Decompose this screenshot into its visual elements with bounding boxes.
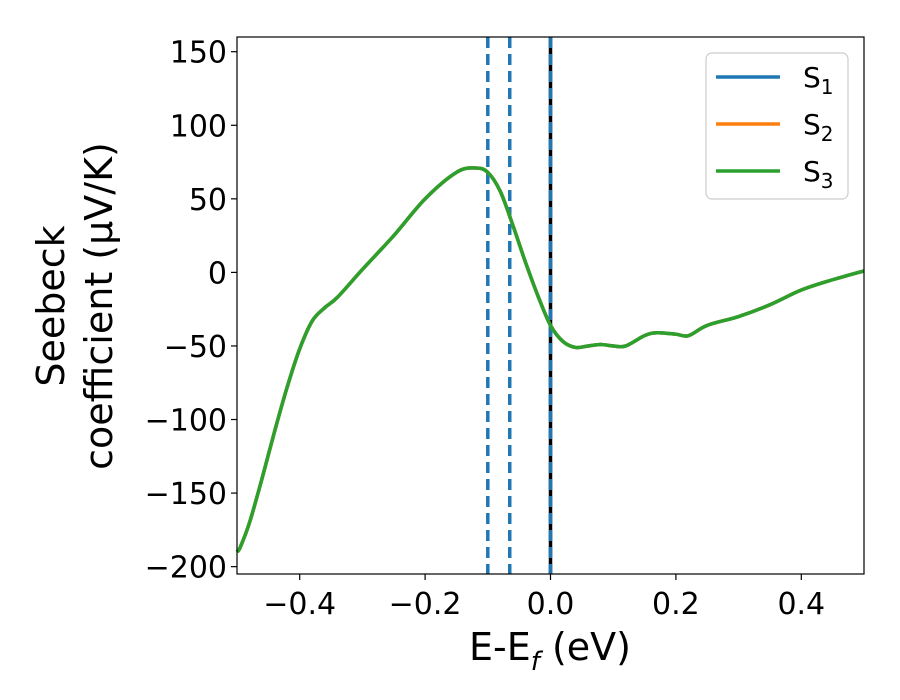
- y-tick-label: −100: [145, 404, 227, 439]
- legend: S1 S2 S3: [705, 52, 849, 200]
- y-axis-label-line1: Seebeck: [29, 225, 73, 386]
- y-tick-label: 0: [208, 256, 227, 291]
- legend-label-1: S1: [803, 61, 834, 99]
- x-axis-ticks: −0.4 −0.2 0.0 0.2 0.4: [263, 574, 825, 622]
- y-tick-label: −50: [164, 330, 227, 365]
- reference-lines: [486, 37, 553, 574]
- x-tick-label: 0.0: [527, 587, 575, 622]
- y-tick-label: −200: [145, 551, 227, 586]
- y-axis-label: Seebeck coefficient (μV/K): [29, 142, 121, 470]
- x-tick-label: 0.2: [652, 587, 700, 622]
- y-tick-label: −150: [145, 477, 227, 512]
- y-axis-ticks: −200 −150 −100 −50 0 50 100 150: [145, 36, 237, 586]
- legend-box: [705, 52, 849, 200]
- x-tick-label: 0.4: [777, 587, 825, 622]
- y-tick-label: 100: [170, 109, 227, 144]
- x-tick-label: −0.4: [263, 587, 336, 622]
- y-tick-label: 150: [170, 36, 227, 71]
- y-tick-label: 50: [189, 183, 227, 218]
- legend-label-2: S2: [803, 108, 834, 146]
- series-lines: [235, 166, 865, 554]
- legend-label-3: S3: [803, 155, 834, 193]
- x-axis-label: E-Ef (eV): [469, 625, 631, 677]
- y-axis-label-line2: coefficient (μV/K): [77, 142, 121, 470]
- series-line-3: [235, 166, 865, 554]
- x-tick-label: −0.2: [389, 587, 462, 622]
